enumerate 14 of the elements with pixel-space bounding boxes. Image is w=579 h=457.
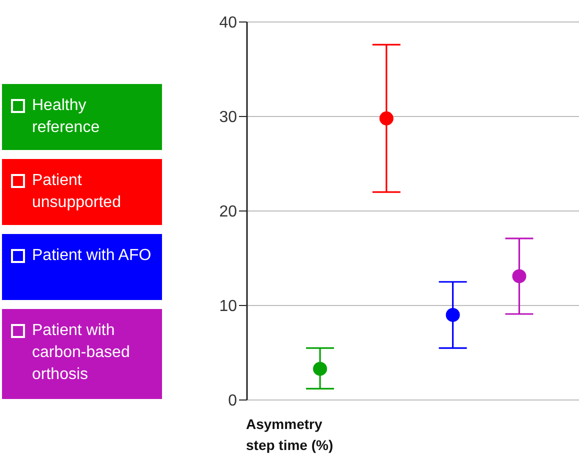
point [512, 269, 526, 284]
point [379, 111, 394, 126]
y-tick-label: 10 [219, 298, 238, 316]
y-tick-label: 20 [219, 204, 238, 221]
y-tick-label: 40 [219, 14, 238, 32]
legend-label: Patient with carbon-based orthosis [32, 321, 131, 385]
y-tick-label: 0 [228, 392, 238, 410]
point [313, 362, 328, 376]
point [446, 308, 460, 322]
legend-label: Patient unsupported [32, 171, 122, 213]
legend-label: Patient with AFO [32, 246, 152, 266]
y-tick-label: 30 [219, 109, 238, 126]
legend-label: Healthy reference [32, 96, 101, 138]
x-axis-title: Asymmetry step time (%) [246, 415, 334, 455]
